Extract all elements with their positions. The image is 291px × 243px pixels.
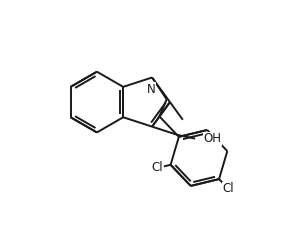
Text: OH: OH: [204, 132, 222, 145]
Text: N: N: [146, 83, 155, 96]
Text: Cl: Cl: [222, 182, 234, 195]
Text: Cl: Cl: [152, 161, 164, 174]
